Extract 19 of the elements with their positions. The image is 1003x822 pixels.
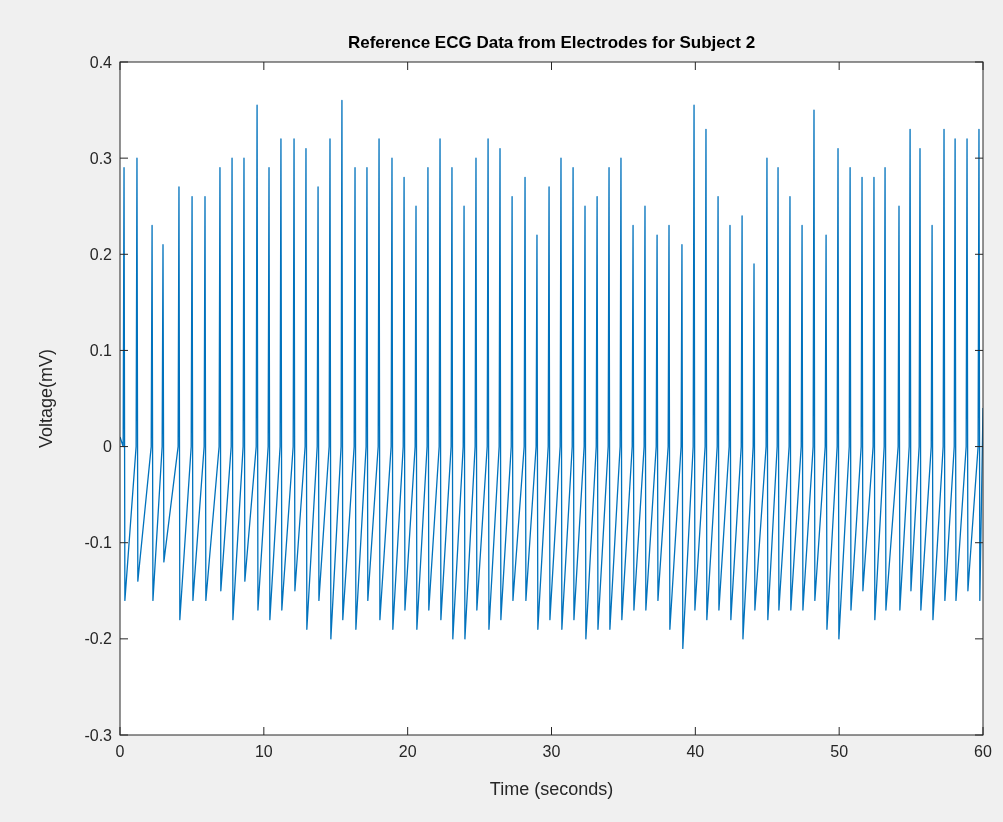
x-tick-label: 10 <box>254 743 273 760</box>
x-axis-title: Time (seconds) <box>489 779 614 799</box>
x-tick-label: 60 <box>974 743 992 760</box>
y-axis-title: Voltage(mV) <box>36 348 56 449</box>
y-tick-label: -0.3 <box>84 726 113 744</box>
chart-title: Reference ECG Data from Electrodes for Subject 2 <box>347 33 756 52</box>
y-tick-label: -0.2 <box>84 630 113 648</box>
y-tick-label: 0.2 <box>89 245 113 263</box>
line-series <box>120 99 983 650</box>
y-tick-label: 0.1 <box>89 342 113 360</box>
x-tick-label: 30 <box>542 743 561 760</box>
x-tick-label: 20 <box>398 743 417 760</box>
x-tick-label: 40 <box>686 743 705 760</box>
x-tick-label: 50 <box>830 743 849 760</box>
y-tick-label: 0 <box>103 438 113 456</box>
y-tick-label: -0.1 <box>84 534 113 552</box>
x-tick-label: 0 <box>115 743 125 760</box>
y-tick-label: 0.3 <box>89 149 113 167</box>
y-tick-label: 0.4 <box>89 53 113 71</box>
